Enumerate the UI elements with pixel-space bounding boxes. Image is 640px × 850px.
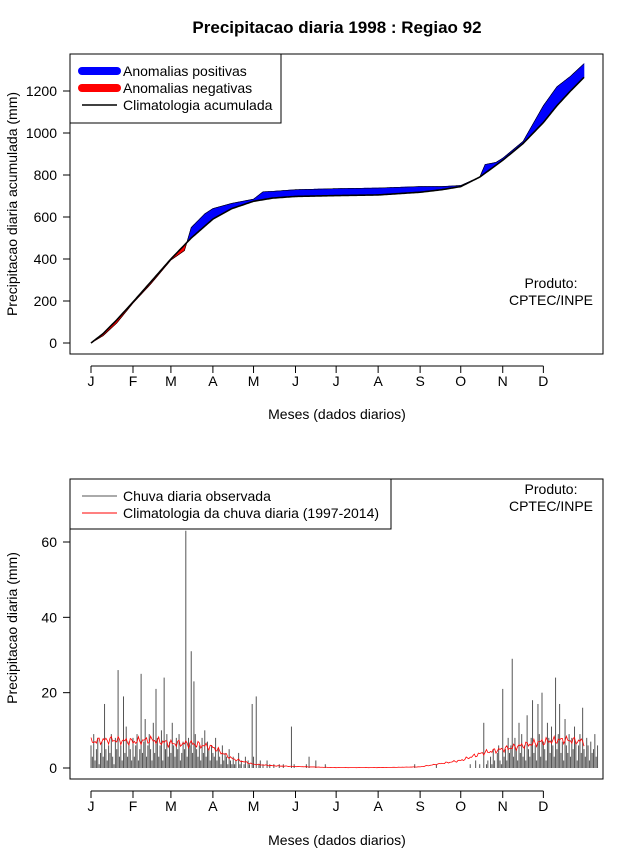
legend-label-climatology: Climatologia acumulada [123, 97, 273, 113]
x-axis-label: Meses (dados diarios) [268, 832, 406, 848]
anomaly-positive [582, 63, 585, 80]
plot-frame [69, 53, 604, 355]
y-axis: 0 200 400 600 800 1000 1200 [26, 83, 70, 351]
line-layer [90, 63, 585, 344]
x-tick-label: A [208, 373, 218, 389]
climatology-line-layer [90, 734, 585, 769]
climatology-cumulative-line [90, 76, 585, 344]
chart-title: Precipitacao diaria 1998 : Regiao 92 [192, 18, 481, 37]
x-tick-label: N [498, 798, 508, 814]
x-tick-label: J [292, 798, 299, 814]
x-tick-label: J [88, 373, 95, 389]
y-tick-label: 1200 [26, 83, 57, 99]
x-axis-label: Meses (dados diarios) [268, 406, 406, 422]
product-name: CPTEC/INPE [509, 498, 593, 514]
legend-label-climatology: Climatologia da chuva diaria (1997-2014) [123, 505, 379, 521]
x-tick-label: M [165, 373, 177, 389]
daily-panel: 0 20 40 60 J F M A M J J A S O N D Meses (dados diario… [4, 478, 604, 848]
legend-label-positive: Anomalias positivas [123, 63, 247, 79]
y-tick-label: 20 [41, 685, 57, 701]
x-tick-label: O [455, 373, 466, 389]
product-label: Produto: [525, 275, 578, 291]
legend-label-observed: Chuva diaria observada [123, 488, 271, 504]
x-tick-label: D [538, 373, 548, 389]
y-tick-label: 800 [34, 167, 58, 183]
y-tick-label: 600 [34, 209, 58, 225]
daily-bars-layer [90, 530, 599, 768]
product-label: Produto: [525, 481, 578, 497]
y-tick-label: 200 [34, 293, 58, 309]
x-tick-label: A [373, 373, 383, 389]
product-name: CPTEC/INPE [509, 292, 593, 308]
y-tick-label: 400 [34, 251, 58, 267]
y-tick-label: 0 [49, 335, 57, 351]
y-tick-label: 60 [41, 534, 57, 550]
x-tick-label: A [373, 798, 383, 814]
legend: Chuva diaria observada Climatologia da c… [69, 478, 392, 530]
y-axis: 0 20 40 60 [41, 534, 70, 776]
x-tick-label: M [248, 798, 260, 814]
y-axis-label: Precipitacao diaria acumulada (mm) [4, 92, 20, 316]
x-tick-label: F [129, 798, 138, 814]
x-tick-label: M [248, 373, 260, 389]
x-tick-label: J [88, 798, 95, 814]
x-tick-label: J [292, 373, 299, 389]
y-axis-label: Precipitacao diaria (mm) [4, 552, 20, 704]
x-tick-label: S [415, 798, 424, 814]
x-tick-label: J [333, 373, 340, 389]
x-tick-label: N [498, 373, 508, 389]
y-tick-label: 0 [49, 760, 57, 776]
x-tick-label: F [129, 373, 138, 389]
legend: Anomalias positivas Anomalias negativas … [69, 53, 282, 124]
y-tick-label: 1000 [26, 125, 57, 141]
x-tick-label: J [333, 798, 340, 814]
x-tick-label: M [165, 798, 177, 814]
legend-label-negative: Anomalias negativas [123, 80, 252, 96]
x-tick-label: D [538, 798, 548, 814]
legend-box [69, 478, 392, 530]
x-tick-label: S [415, 373, 424, 389]
x-tick-label: A [208, 798, 218, 814]
climatology-daily-line [90, 734, 585, 769]
x-tick-label: O [455, 798, 466, 814]
y-tick-label: 40 [41, 609, 57, 625]
cumulative-panel: 0 200 400 600 800 1000 1200 J F M A M J J A S O N D Meses… [4, 53, 604, 422]
observed-cumulative-line [90, 63, 585, 344]
